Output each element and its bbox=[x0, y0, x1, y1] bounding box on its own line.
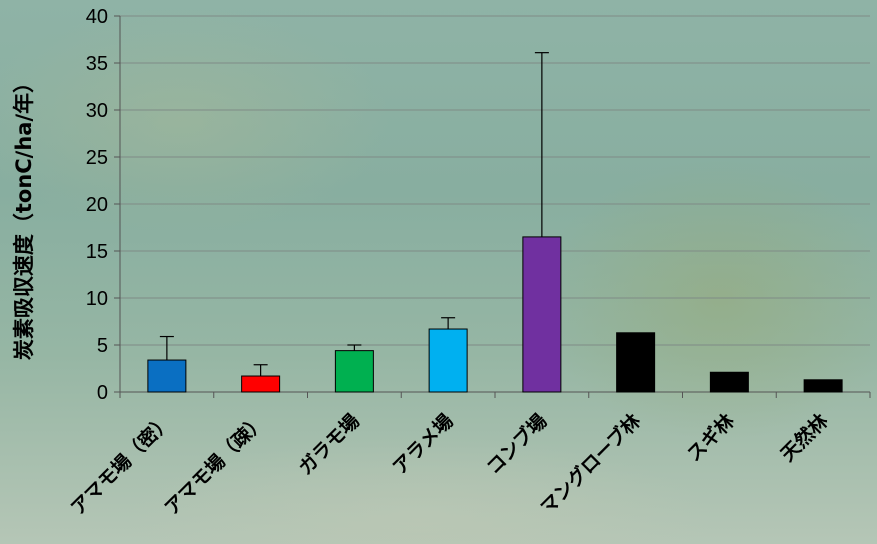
bar bbox=[709, 371, 749, 393]
y-tick-label: 5 bbox=[97, 335, 108, 357]
category-label: スギ林 bbox=[682, 409, 739, 466]
category-label: アマモ場（密） bbox=[66, 409, 176, 519]
category-label: マングローブ林 bbox=[536, 409, 646, 519]
bar bbox=[428, 328, 468, 393]
y-tick-label: 20 bbox=[86, 194, 108, 216]
bar bbox=[616, 332, 656, 393]
y-axis-label: 炭素吸収速度（tonC/ha/年） bbox=[12, 72, 36, 360]
category-label: アラメ場 bbox=[389, 410, 458, 479]
bar bbox=[522, 236, 562, 393]
bar bbox=[334, 350, 374, 393]
category-label: 天然林 bbox=[776, 409, 833, 466]
y-tick-label: 15 bbox=[86, 241, 108, 263]
y-tick-label: 35 bbox=[86, 53, 108, 75]
category-label: アマモ場（疎） bbox=[160, 409, 270, 519]
y-tick-label: 40 bbox=[86, 6, 108, 28]
bar bbox=[241, 375, 281, 393]
y-tick-label: 0 bbox=[97, 382, 108, 404]
category-label: ガラモ場 bbox=[295, 410, 364, 479]
bar bbox=[803, 379, 843, 393]
y-tick-label: 25 bbox=[86, 147, 108, 169]
category-label: コンブ場 bbox=[482, 409, 552, 479]
bar bbox=[147, 359, 187, 393]
y-tick-label: 30 bbox=[86, 100, 108, 122]
y-tick-label: 10 bbox=[86, 288, 108, 310]
